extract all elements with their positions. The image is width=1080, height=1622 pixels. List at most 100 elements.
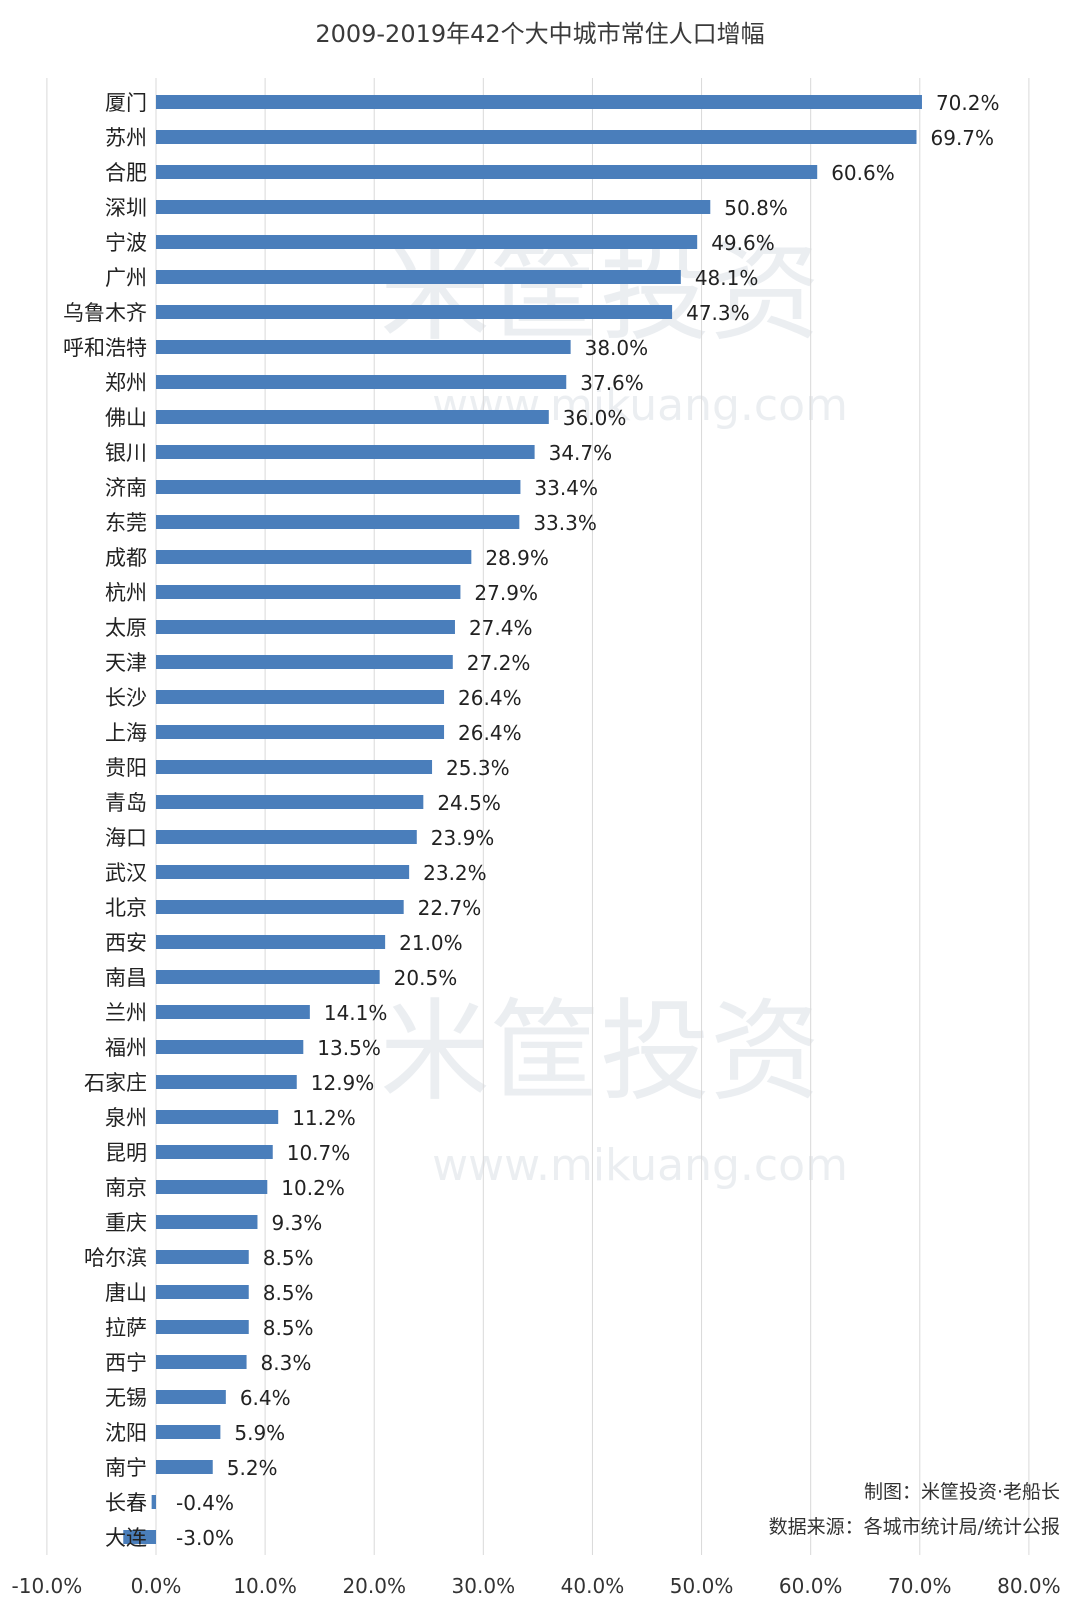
data-label: 10.2% xyxy=(281,1176,345,1200)
category-label: 成都 xyxy=(105,546,147,570)
bar xyxy=(156,1285,249,1299)
category-label: 泉州 xyxy=(105,1106,147,1130)
category-label: 太原 xyxy=(105,616,147,640)
category-label: 南宁 xyxy=(105,1456,147,1480)
category-label: 石家庄 xyxy=(84,1071,147,1095)
category-label: 贵阳 xyxy=(105,756,147,780)
data-label: 27.9% xyxy=(474,581,538,605)
category-label: 合肥 xyxy=(105,161,147,185)
data-label: 33.4% xyxy=(534,476,598,500)
category-label: 郑州 xyxy=(105,371,147,395)
x-tick-label: 70.0% xyxy=(888,1574,952,1598)
data-label: 34.7% xyxy=(549,441,613,465)
data-label: 27.4% xyxy=(469,616,533,640)
data-label: -3.0% xyxy=(176,1526,234,1550)
data-label: 26.4% xyxy=(458,686,522,710)
data-label: 69.7% xyxy=(931,126,995,150)
x-tick-label: -10.0% xyxy=(12,1574,83,1598)
category-label: 武汉 xyxy=(105,861,147,885)
gridlines xyxy=(46,78,1030,1555)
data-label: 49.6% xyxy=(711,231,775,255)
bar xyxy=(156,1460,213,1474)
x-tick-label: 30.0% xyxy=(452,1574,516,1598)
category-label: 东莞 xyxy=(105,511,147,535)
x-tick-label: 20.0% xyxy=(342,1574,406,1598)
category-label: 呼和浩特 xyxy=(63,336,147,360)
watermark-text-2: 米筐投资 xyxy=(380,988,820,1116)
bar xyxy=(156,935,386,949)
data-label: 21.0% xyxy=(399,931,463,955)
chart-title: 2009-2019年42个大中城市常住人口增幅 xyxy=(315,20,764,48)
data-label: 60.6% xyxy=(831,161,895,185)
category-label: 杭州 xyxy=(105,581,147,605)
category-label: 唐山 xyxy=(105,1281,147,1305)
bar xyxy=(156,1075,297,1089)
data-label: -0.4% xyxy=(176,1491,234,1515)
bar xyxy=(123,1530,156,1544)
category-label: 南昌 xyxy=(105,966,147,990)
bar xyxy=(156,655,453,669)
category-label: 银川 xyxy=(105,441,147,465)
bar xyxy=(156,95,922,109)
bar xyxy=(156,410,549,424)
bar xyxy=(156,130,917,144)
category-label: 乌鲁木齐 xyxy=(63,301,147,325)
category-label: 上海 xyxy=(105,721,147,745)
category-label: 宁波 xyxy=(105,231,147,255)
data-label: 28.9% xyxy=(485,546,549,570)
category-label: 苏州 xyxy=(105,126,147,150)
category-label: 哈尔滨 xyxy=(84,1246,147,1270)
bar xyxy=(156,620,455,634)
data-label: 8.5% xyxy=(263,1246,314,1270)
bar xyxy=(156,1180,268,1194)
bar xyxy=(156,445,535,459)
data-label: 27.2% xyxy=(467,651,531,675)
category-label: 兰州 xyxy=(105,1001,147,1025)
bar xyxy=(156,270,681,284)
x-tick-label: 40.0% xyxy=(561,1574,625,1598)
category-label: 西宁 xyxy=(105,1351,147,1375)
bar xyxy=(156,1320,249,1334)
category-label: 济南 xyxy=(105,476,147,500)
data-label: 5.9% xyxy=(234,1421,285,1445)
category-label: 无锡 xyxy=(105,1386,147,1410)
x-tick-label: 50.0% xyxy=(670,1574,734,1598)
data-label: 5.2% xyxy=(227,1456,278,1480)
category-label: 厦门 xyxy=(105,91,147,115)
annotation-source: 数据来源：各城市统计局/统计公报 xyxy=(769,1516,1060,1538)
bar xyxy=(156,200,711,214)
watermark: 米筐投资 www.mikuang.com 米筐投资 www.mikuang.co… xyxy=(380,228,848,1191)
bar xyxy=(156,515,520,529)
data-label: 38.0% xyxy=(585,336,649,360)
data-label: 22.7% xyxy=(418,896,482,920)
category-label: 天津 xyxy=(105,651,147,675)
bar xyxy=(156,970,380,984)
bar xyxy=(156,900,404,914)
category-label: 青岛 xyxy=(105,791,147,815)
category-label: 大连 xyxy=(105,1526,147,1550)
data-label: 8.3% xyxy=(261,1351,312,1375)
bar xyxy=(156,865,410,879)
data-label: 37.6% xyxy=(580,371,644,395)
category-label: 重庆 xyxy=(105,1211,147,1235)
category-label: 沈阳 xyxy=(105,1421,147,1445)
bar xyxy=(156,725,445,739)
bar xyxy=(156,760,433,774)
data-label: 33.3% xyxy=(533,511,597,535)
x-axis: -10.0% 0.0% 10.0% 20.0% 30.0% 40.0% 50.0% 60.0%… xyxy=(12,1574,1061,1598)
category-label: 福州 xyxy=(105,1036,147,1060)
data-label: 36.0% xyxy=(563,406,627,430)
data-label: 24.5% xyxy=(437,791,501,815)
data-label: 8.5% xyxy=(263,1281,314,1305)
data-label: 47.3% xyxy=(686,301,750,325)
data-label: 6.4% xyxy=(240,1386,291,1410)
x-tick-label: 80.0% xyxy=(997,1574,1061,1598)
bar xyxy=(156,1425,221,1439)
x-tick-label: 0.0% xyxy=(131,1574,182,1598)
category-label: 长春 xyxy=(105,1491,147,1515)
data-label: 12.9% xyxy=(311,1071,375,1095)
category-label: 昆明 xyxy=(105,1141,147,1165)
category-label: 南京 xyxy=(105,1176,147,1200)
bar xyxy=(156,1250,249,1264)
x-tick-label: 60.0% xyxy=(779,1574,843,1598)
